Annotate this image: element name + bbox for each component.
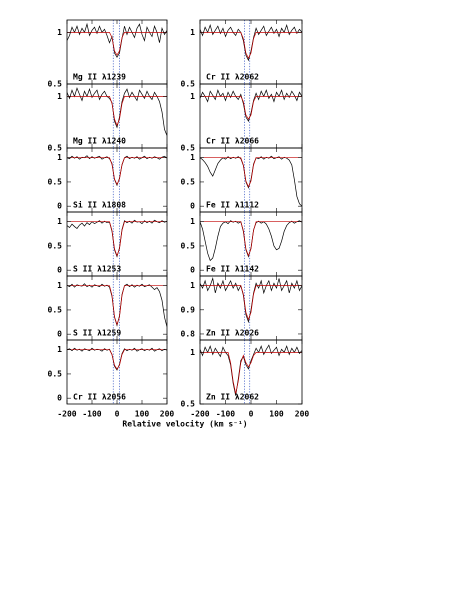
y-tick-label: 1	[190, 153, 195, 162]
spectrum-line	[67, 349, 167, 370]
panel-label: Mg II λ1240	[73, 137, 126, 146]
y-tick-label: 0.5	[181, 144, 196, 153]
panel: 0.5 1 Mg II λ1239	[48, 19, 168, 89]
panel-label: S II λ1259	[73, 329, 121, 338]
spectrum-line	[67, 157, 167, 186]
y-tick-label: 1	[57, 28, 62, 37]
y-tick-label: 1	[190, 92, 195, 101]
spectrum-line	[200, 89, 302, 122]
panel-label: Fe II λ1112	[206, 201, 259, 210]
y-tick-label: 0.5	[181, 241, 196, 250]
y-tick-label: 0.9	[181, 305, 196, 314]
y-tick-label: 0.5	[181, 400, 196, 409]
spectrum-line	[200, 221, 302, 257]
spectrum-line	[200, 277, 302, 324]
panel-label: Zn II λ2062	[206, 393, 259, 402]
y-tick-label: 0.5	[48, 144, 63, 153]
y-tick-label: 1	[57, 153, 62, 162]
y-tick-label: 1	[57, 345, 62, 354]
panel-label: Zn II λ2026	[206, 329, 259, 338]
spectrum-line	[67, 32, 167, 56]
panel-label: Cr II λ2062	[206, 73, 259, 82]
spectrum-line	[67, 96, 167, 127]
y-tick-label: 0	[190, 202, 195, 211]
spectrum-line	[67, 87, 167, 136]
panel-label: Si II λ1808	[73, 200, 126, 210]
spectrum-line	[200, 344, 302, 396]
x-tick-label: 0	[249, 410, 254, 419]
panel: 0.8 0.9 1 Zn II λ2026	[181, 275, 303, 341]
y-tick-label: 0.5	[48, 305, 63, 314]
spectrum-line	[67, 347, 167, 371]
x-tick-label: -200	[57, 410, 76, 419]
x-tick-label: -100	[82, 410, 101, 419]
y-tick-label: 0.8	[181, 329, 196, 338]
panel: -200 -100 0 100 200 0 0.5 1 Cr II λ2056	[48, 339, 175, 419]
y-tick-label: 1	[190, 28, 195, 37]
x-tick-label: 200	[295, 410, 310, 419]
y-tick-label: 1	[190, 281, 195, 290]
spectrum-line	[200, 157, 302, 188]
panel-label: Cr II λ2056	[73, 393, 126, 402]
spectrum-line	[200, 352, 302, 394]
spectrum-line	[67, 155, 167, 187]
y-tick-label: 0.5	[48, 177, 63, 186]
spectrum-line	[200, 220, 302, 262]
x-tick-label: 100	[135, 410, 150, 419]
spectrum-line	[67, 219, 167, 258]
panel: 0.5 1 Cr II λ2062	[181, 19, 303, 89]
y-tick-label: 1	[190, 217, 195, 226]
panel: -200 -100 0 100 200 0.5 1 Zn II λ2062	[181, 339, 310, 419]
x-tick-label: -200	[190, 410, 209, 419]
panel: 0 0.5 1 S II λ1253	[48, 211, 168, 277]
y-tick-label: 0	[57, 202, 62, 211]
spectrum-line	[67, 285, 167, 326]
panel: 0 0.5 1 Fe II λ1142	[181, 211, 303, 277]
y-tick-label: 1	[57, 281, 62, 290]
spectrum-line	[200, 32, 302, 59]
x-tick-label: 100	[269, 410, 284, 419]
spectrum-line	[200, 96, 302, 120]
y-tick-label: 0.5	[48, 369, 63, 378]
x-tick-label: 200	[160, 410, 175, 419]
spectrum-line	[67, 221, 167, 257]
y-tick-label: 0	[57, 266, 62, 275]
x-tick-label: -100	[216, 410, 235, 419]
y-tick-label: 0	[190, 266, 195, 275]
y-tick-label: 0	[57, 394, 62, 403]
panel-label: Mg II λ1239	[73, 73, 126, 82]
panel: 0 0.5 1 S II λ1259	[48, 275, 168, 341]
y-tick-label: 0.5	[181, 80, 196, 89]
y-tick-label: 1	[57, 217, 62, 226]
panel-label: Cr II λ2066	[206, 137, 259, 146]
panel: 0.5 1 Cr II λ2066	[181, 83, 303, 153]
y-tick-label: 0.5	[181, 177, 196, 186]
spectrum-line	[200, 23, 302, 62]
y-tick-label: 1	[190, 348, 195, 357]
y-tick-label: 0.5	[48, 80, 63, 89]
y-tick-label: 0	[57, 330, 62, 339]
spectrum-line	[200, 285, 302, 321]
panel: 0.5 1 Mg II λ1240	[48, 83, 168, 153]
spectrum-line	[67, 22, 167, 58]
panel-label: Fe II λ1142	[206, 265, 259, 274]
y-tick-label: 0.5	[48, 241, 63, 250]
y-tick-label: 1	[57, 92, 62, 101]
x-tick-label: 0	[115, 410, 120, 419]
panel-label: S II λ1253	[73, 265, 121, 274]
x-axis-label: Relative velocity (km s⁻¹)	[122, 419, 247, 429]
spectrum-line	[67, 283, 167, 327]
